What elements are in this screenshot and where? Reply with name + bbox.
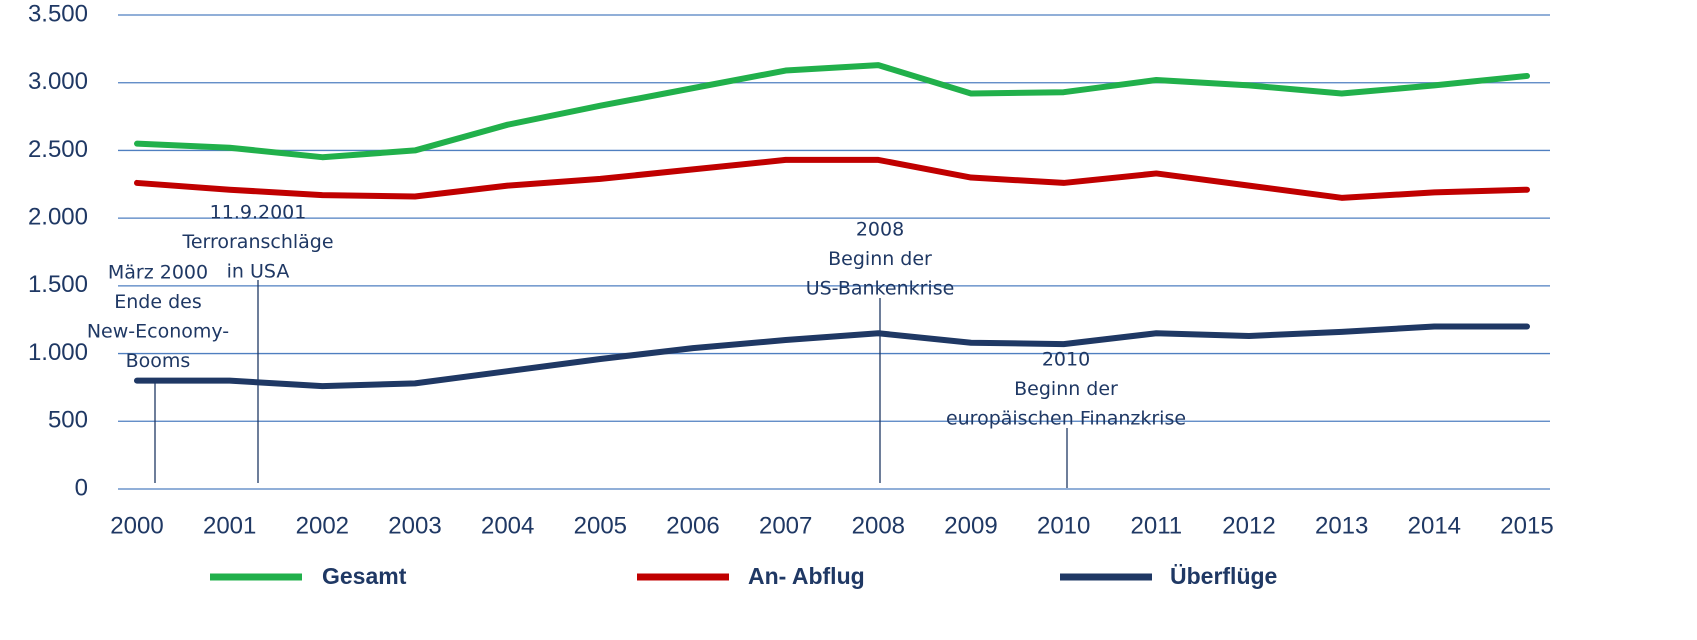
x-tick-label: 2014 xyxy=(1408,512,1461,539)
annotation-text: Ende des xyxy=(114,291,202,313)
y-tick-label: 3.000 xyxy=(28,68,88,95)
x-tick-label: 2006 xyxy=(666,512,719,539)
x-tick-label: 2008 xyxy=(852,512,905,539)
y-tick-label: 0 xyxy=(75,474,88,501)
y-tick-label: 500 xyxy=(48,407,88,434)
x-tick-label: 2007 xyxy=(759,512,812,539)
legend-label: An- Abflug xyxy=(748,563,865,589)
y-tick-label: 1.500 xyxy=(28,271,88,298)
x-tick-label: 2010 xyxy=(1037,512,1090,539)
x-tick-label: 2005 xyxy=(574,512,627,539)
annotation-text: 2008 xyxy=(856,219,904,241)
y-tick-label: 2.000 xyxy=(28,203,88,230)
series-line xyxy=(134,323,1530,390)
x-tick-label: 2015 xyxy=(1500,512,1553,539)
x-tick-label: 2000 xyxy=(110,512,163,539)
legend-label: Gesamt xyxy=(322,563,407,589)
legend-label: Überflüge xyxy=(1170,563,1277,589)
y-tick-label: 3.500 xyxy=(28,0,88,27)
annotation-text: Beginn der xyxy=(828,248,932,270)
x-tick-label: 2013 xyxy=(1315,512,1368,539)
y-tick-label: 1.000 xyxy=(28,339,88,366)
y-tick-label: 2.500 xyxy=(28,136,88,163)
series-line xyxy=(134,62,1530,161)
annotation-text: New-Economy- xyxy=(87,321,229,343)
x-tick-label: 2012 xyxy=(1222,512,1275,539)
x-tick-label: 2003 xyxy=(388,512,441,539)
annotation-text: in USA xyxy=(227,261,290,283)
x-tick-label: 2004 xyxy=(481,512,534,539)
annotation-text: 11.9.2001 xyxy=(210,202,307,224)
x-tick-label: 2001 xyxy=(203,512,256,539)
annotation-text: Terroranschläge xyxy=(181,231,333,253)
x-tick-label: 2002 xyxy=(296,512,349,539)
annotation-text: US-Bankenkrise xyxy=(806,278,955,300)
annotation-text: Booms xyxy=(126,350,191,372)
annotation-text: Beginn der xyxy=(1014,378,1118,400)
x-tick-label: 2011 xyxy=(1131,512,1183,539)
annotation-text: März 2000 xyxy=(108,262,208,284)
series-line xyxy=(134,156,1530,201)
annotation-text: europäischen Finanzkrise xyxy=(946,408,1186,430)
annotation-text: 2010 xyxy=(1042,349,1090,371)
x-tick-label: 2009 xyxy=(944,512,997,539)
